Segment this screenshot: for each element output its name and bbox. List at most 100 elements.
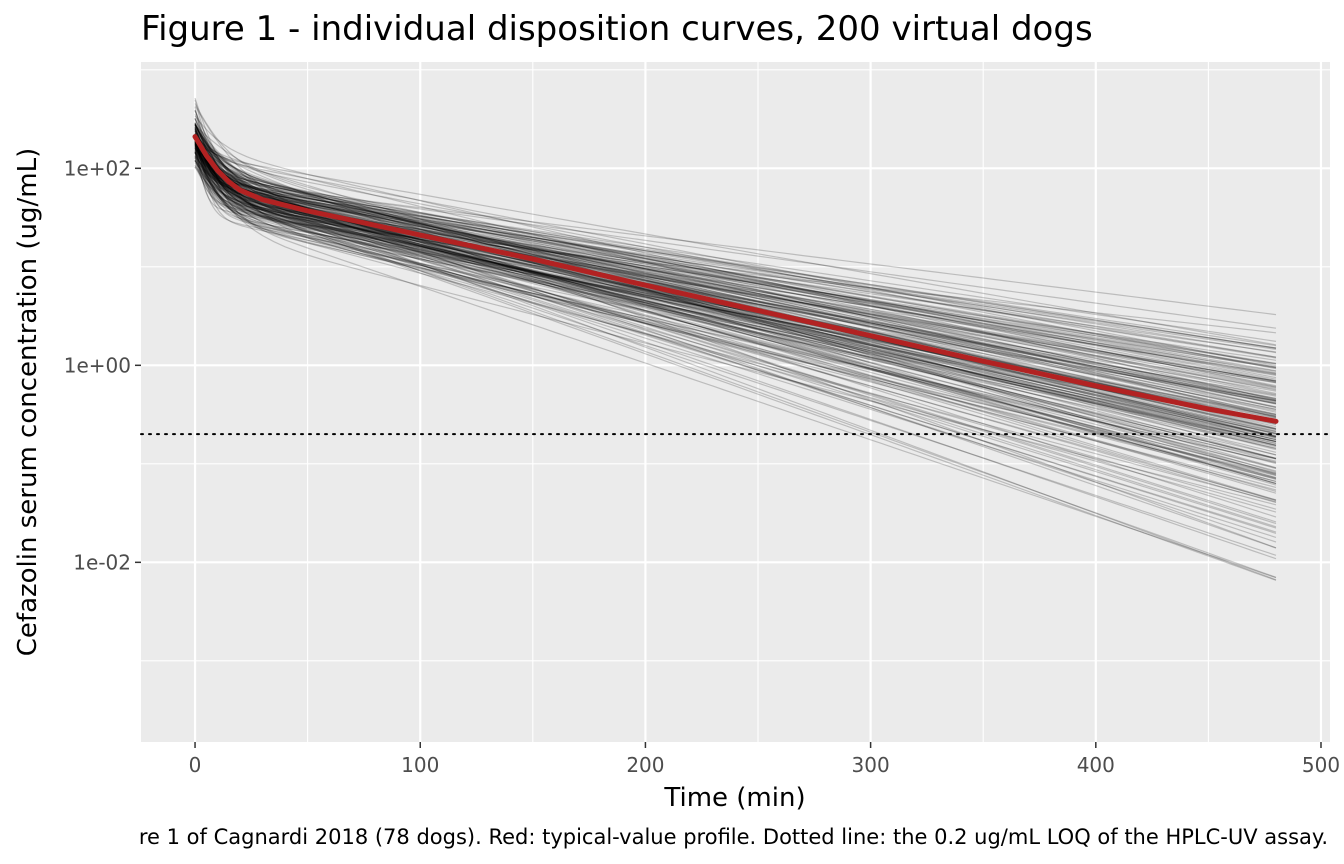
individual-curve: [194, 145, 1277, 482]
individual-curve: [194, 142, 1277, 578]
individual-curve: [194, 129, 1277, 384]
individual-curve: [194, 159, 1277, 538]
individual-curve: [194, 124, 1277, 424]
x-tick-label: 0: [189, 753, 202, 777]
individual-curve: [194, 123, 1277, 465]
individual-curve: [194, 140, 1277, 543]
individual-curve: [194, 122, 1277, 365]
individual-curve: [194, 139, 1277, 425]
individual-curve: [194, 144, 1277, 460]
individual-curve: [194, 141, 1277, 375]
individual-curve: [194, 144, 1277, 443]
individual-curve: [194, 134, 1277, 477]
individual-curve: [194, 124, 1277, 388]
individual-curve: [194, 137, 1277, 411]
x-axis-label: Time (min): [663, 783, 805, 813]
individual-curve: [194, 136, 1277, 470]
individual-curve: [194, 140, 1277, 418]
individual-curve: [194, 143, 1277, 437]
individual-curve: [194, 144, 1277, 510]
individual-curve: [194, 125, 1277, 368]
individual-curve: [194, 135, 1277, 438]
plot-panel: [141, 62, 1330, 742]
y-tick-label: 1e+02: [64, 156, 131, 180]
grid-major: [141, 62, 1330, 742]
individual-curve: [194, 152, 1277, 416]
individual-curve: [194, 160, 1277, 456]
individual-curve: [194, 152, 1277, 474]
individual-curve: [194, 147, 1277, 480]
individual-curve: [194, 139, 1277, 473]
individual-curve: [194, 143, 1277, 533]
individual-curve: [194, 141, 1277, 426]
individual-curve: [194, 142, 1277, 369]
individual-curve: [194, 135, 1277, 418]
individual-curve: [194, 149, 1277, 409]
typical-curve-group: [192, 134, 1279, 424]
individual-curve: [194, 129, 1277, 441]
individual-curve: [194, 140, 1277, 417]
individual-curve: [194, 155, 1277, 460]
individual-curve: [194, 124, 1277, 399]
individual-curve: [194, 137, 1277, 442]
individual-curve: [194, 122, 1277, 353]
individual-curve: [194, 130, 1277, 579]
individual-curve: [194, 148, 1277, 435]
individual-curve: [194, 143, 1277, 375]
individual-curve: [194, 147, 1277, 581]
individual-curve: [194, 151, 1277, 389]
individual-curve: [194, 156, 1277, 376]
individual-curve: [194, 140, 1277, 368]
individual-curve: [194, 136, 1277, 442]
individual-curve: [194, 141, 1277, 408]
individual-curve: [194, 134, 1277, 463]
individual-curve: [194, 152, 1277, 475]
individual-curve: [194, 128, 1277, 384]
individual-curve: [194, 113, 1277, 380]
individual-curve: [194, 148, 1277, 483]
individual-curve: [194, 131, 1277, 395]
individual-curve: [194, 132, 1277, 382]
individual-curve: [194, 141, 1277, 462]
individual-curve: [194, 151, 1277, 529]
individual-curve: [194, 124, 1277, 549]
individual-curve: [194, 126, 1277, 418]
individual-curve: [194, 129, 1277, 486]
individual-curve: [194, 123, 1277, 349]
individual-curve: [194, 160, 1277, 506]
individual-curve: [194, 143, 1277, 410]
typical-value-curve: [192, 134, 1279, 424]
x-tick-label: 200: [626, 753, 664, 777]
individual-curve: [194, 134, 1277, 334]
individual-curve: [194, 146, 1277, 361]
individual-curve: [194, 144, 1277, 488]
individual-curve: [194, 147, 1277, 364]
individual-curve: [194, 136, 1277, 346]
y-axis-label: Cefazolin serum concentration (ug/mL): [13, 148, 43, 656]
individual-curve: [194, 136, 1277, 379]
individual-curve: [194, 150, 1277, 402]
individual-curve: [194, 145, 1277, 413]
individual-curve: [194, 164, 1277, 443]
individual-curve: [194, 133, 1277, 503]
individual-curve: [194, 150, 1277, 464]
individual-curve: [194, 106, 1277, 460]
individual-curve: [194, 155, 1277, 534]
individual-curve: [194, 123, 1277, 438]
individual-curve: [194, 126, 1277, 347]
individual-curve: [194, 130, 1277, 316]
caption: re 1 of Cagnardi 2018 (78 dogs). Red: ty…: [139, 825, 1328, 849]
individual-curve: [194, 140, 1277, 383]
individual-curve: [194, 124, 1277, 446]
individual-curve: [194, 146, 1277, 382]
individual-curve: [194, 157, 1277, 440]
individual-curve: [194, 138, 1277, 416]
individual-curve: [194, 137, 1277, 434]
x-axis: 0 100 200 300 400 500: [189, 742, 1340, 777]
individual-curve: [194, 144, 1277, 501]
individual-curve: [194, 138, 1277, 400]
individual-curve: [194, 151, 1277, 419]
individual-curve: [194, 134, 1277, 329]
individual-curve: [194, 122, 1277, 439]
